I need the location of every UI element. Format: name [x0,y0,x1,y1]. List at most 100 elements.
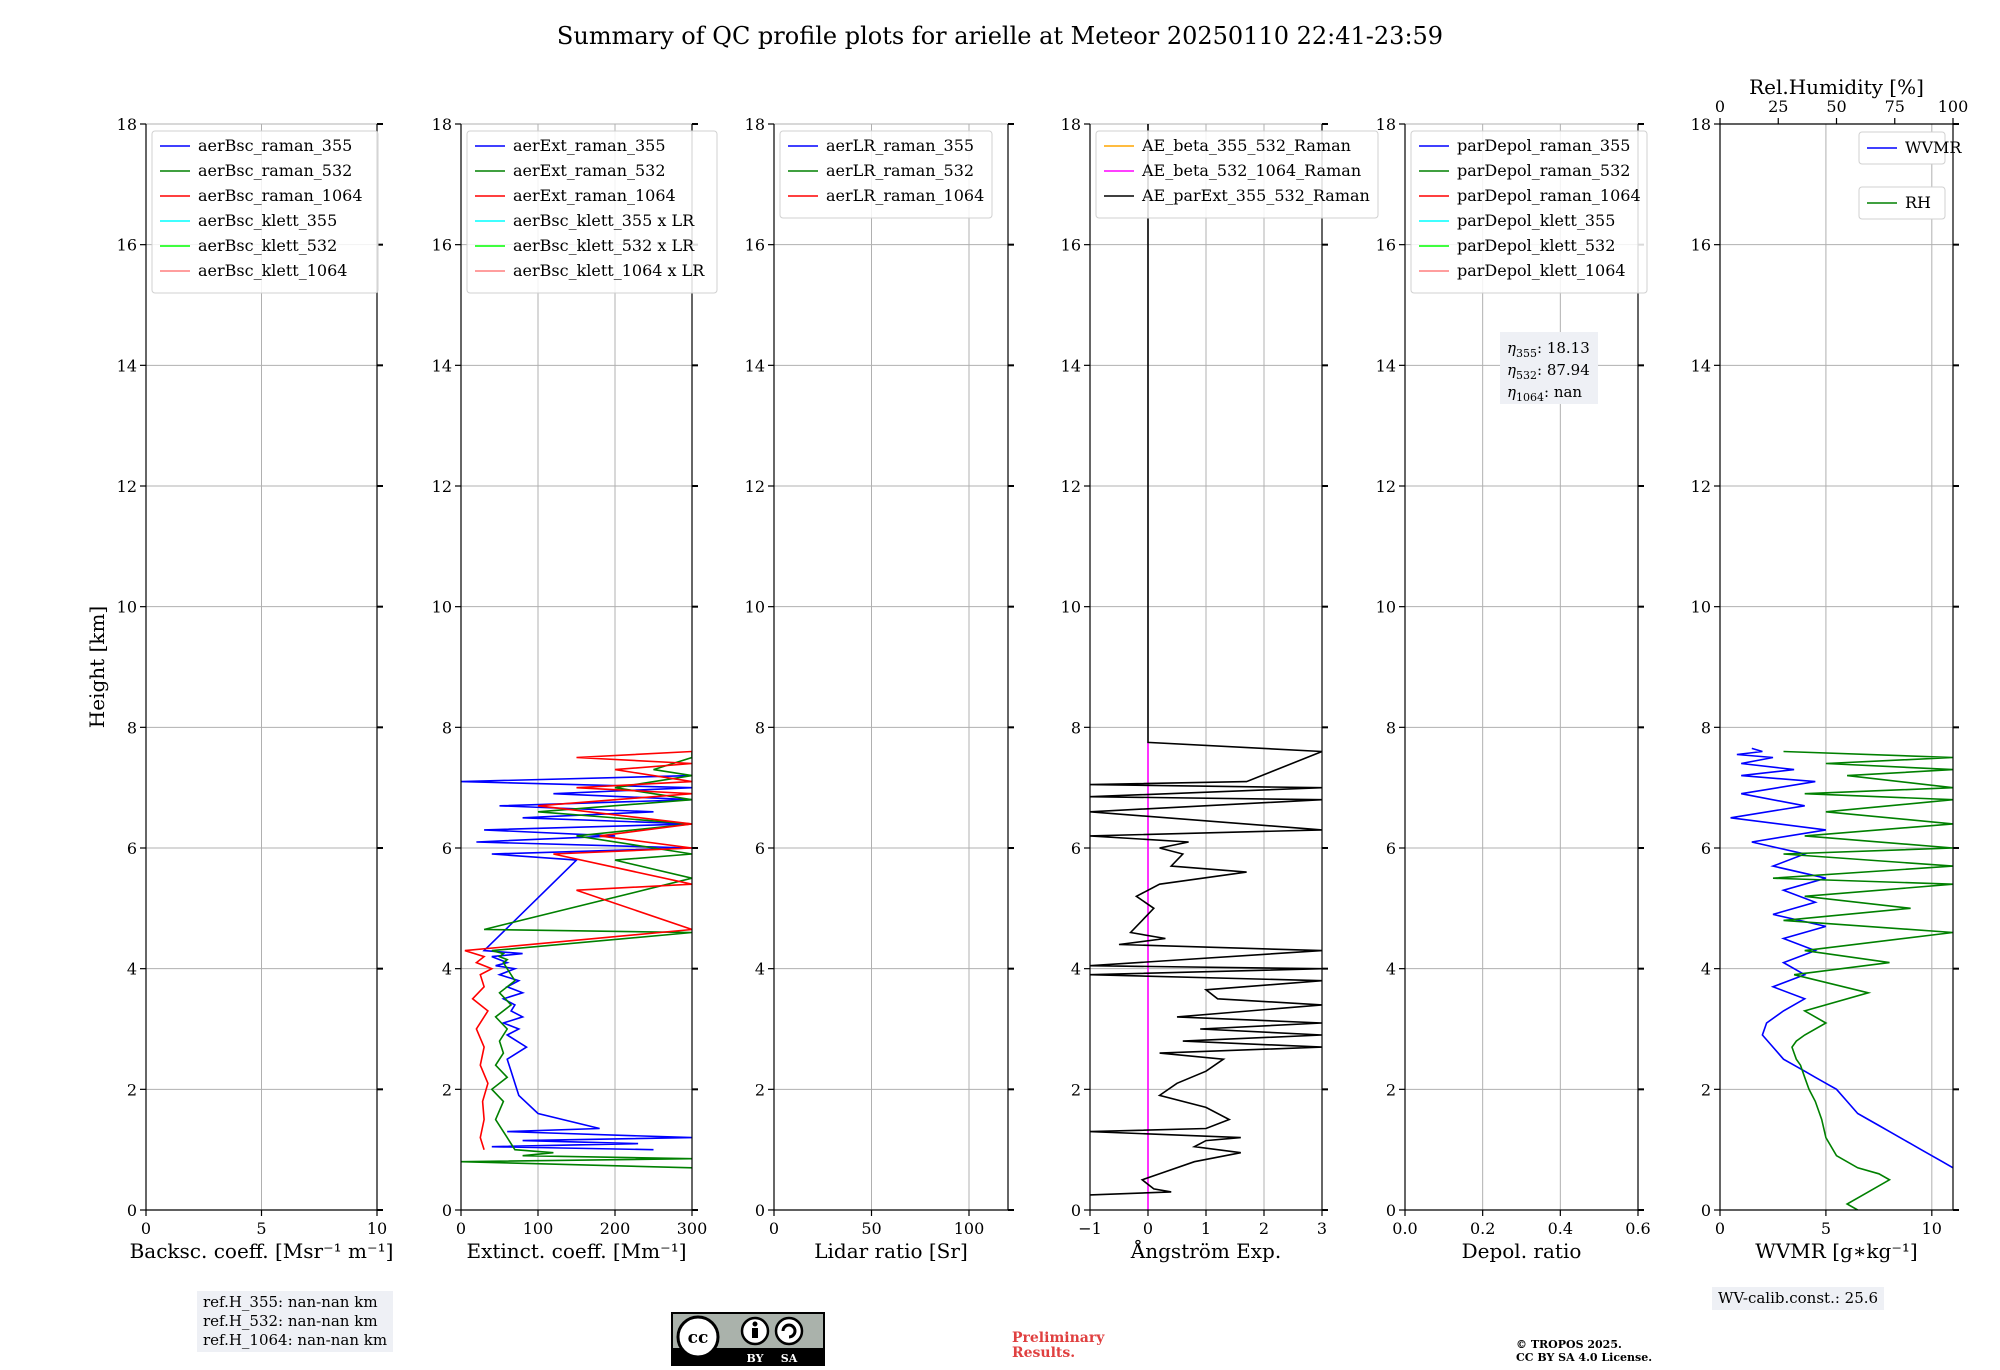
x-tick-label: 0 [456,1219,466,1238]
x2-tick-label: 0 [1715,97,1725,116]
y-tick-label: 8 [1386,718,1396,737]
series-line-aerExt_raman_532 [461,751,692,1169]
y-tick-label: 18 [117,115,137,134]
y-tick-label: 12 [1376,477,1396,496]
cc-icon [676,1315,720,1359]
share-alike-icon [774,1316,804,1346]
legend-entry-WVMR: WVMR [1905,138,1962,157]
y-tick-label: 2 [1386,1080,1396,1099]
x-tick-label: 10 [1922,1219,1942,1238]
x-tick-label: 0.2 [1470,1219,1495,1238]
x-tick-label: 1 [1201,1219,1211,1238]
y-tick-label: 14 [745,356,765,375]
legend-box [151,130,379,294]
x-axis-label: Extinct. coeff. [Mm⁻¹] [466,1239,686,1263]
preliminary-line-1: Preliminary [1012,1330,1105,1346]
y-tick-label: 6 [127,839,137,858]
panel-5: 0 2 4 6 8 10 12 14 16 18 0.0 0.2 0.4 0.6 Depol. ratio p… [1376,115,1651,1263]
x-tick-label: 100 [523,1219,554,1238]
ref-height-note: ref.H_355: nan-nan km ref.H_532: nan-nan… [197,1291,394,1352]
x-tick-label: 0.0 [1392,1219,1417,1238]
y-tick-label: 12 [745,477,765,496]
y-tick-label: 8 [1701,718,1711,737]
y-tick-label: 10 [117,598,137,617]
y-tick-label: 0 [1071,1201,1081,1220]
legend-box [1410,130,1648,294]
cc-by-text: BY [747,1352,764,1365]
tropos-line-1: © TROPOS 2025. [1516,1338,1622,1351]
x-tick-label: 0.6 [1625,1219,1650,1238]
x-tick-label: 0 [141,1219,151,1238]
legend-entry-aerBsc_klett_532 x LR: aerBsc_klett_532 x LR [513,236,695,255]
y-tick-label: 16 [117,236,137,255]
x-tick-label: 300 [677,1219,708,1238]
eta-annotation-box [1500,332,1598,404]
y-tick-label: 12 [1691,477,1711,496]
y-tick-label: 2 [1071,1080,1081,1099]
y-tick-label: 4 [1071,960,1081,979]
y-tick-label: 4 [755,960,765,979]
legend-entry-aerBsc_klett_355: aerBsc_klett_355 [198,211,337,230]
x-tick-label: 2 [1259,1219,1269,1238]
legend-entry-AE_beta_532_1064_Raman: AE_beta_532_1064_Raman [1141,161,1361,180]
series-line-RH [1772,750,1953,1210]
legend-entry-parDepol_raman_532: parDepol_raman_532 [1457,161,1630,180]
legend-entry-parDepol_klett_355: parDepol_klett_355 [1457,211,1615,230]
x-tick-label: −1 [1078,1219,1102,1238]
y-tick-label: 16 [745,236,765,255]
y-tick-label: 18 [745,115,765,134]
eta-annotation-line: η532: 87.94 [1507,361,1590,382]
x-tick-label: 0 [1143,1219,1153,1238]
cc-by-sa-license-badge: cc BY SA [671,1312,825,1366]
y-tick-label: 2 [127,1080,137,1099]
legend-entry-aerLR_raman_355: aerLR_raman_355 [826,136,974,155]
legend-entry-RH: RH [1905,193,1931,212]
y-tick-label: 18 [1376,115,1396,134]
y-tick-label: 2 [442,1080,452,1099]
y-tick-label: 16 [1691,236,1711,255]
cc-sa-text: SA [781,1352,798,1365]
y-tick-label: 12 [117,477,137,496]
x2-tick-label: 75 [1885,97,1905,116]
wv-calib-note: WV-calib.const.: 25.6 [1712,1287,1885,1310]
legend-entry-aerBsc_klett_532: aerBsc_klett_532 [198,236,337,255]
y-tick-label: 14 [432,356,452,375]
y-tick-label: 6 [442,839,452,858]
legend-entry-aerExt_raman_355: aerExt_raman_355 [513,136,666,155]
y-tick-label: 12 [432,477,452,496]
y-tick-label: 8 [127,718,137,737]
y-tick-label: 16 [432,236,452,255]
y-tick-label: 14 [117,356,137,375]
cc-label: cc [688,1328,709,1348]
y-tick-label: 10 [432,598,452,617]
y-axis-label: Height [km] [85,606,109,728]
legend-entry-aerBsc_klett_1064 x LR: aerBsc_klett_1064 x LR [513,261,705,280]
y-tick-label: 10 [1691,598,1711,617]
x-tick-label: 200 [600,1219,631,1238]
y-tick-label: 6 [755,839,765,858]
series-line-aerExt_raman_355 [461,774,692,1151]
y-tick-label: 10 [1376,598,1396,617]
y-tick-label: 10 [1061,598,1081,617]
x-tick-label: 50 [861,1219,881,1238]
y-tick-label: 0 [127,1201,137,1220]
legend-entry-parDepol_klett_1064: parDepol_klett_1064 [1457,261,1626,280]
y-tick-label: 18 [432,115,452,134]
legend-entry-parDepol_raman_1064: parDepol_raman_1064 [1457,186,1641,205]
legend-entry-aerBsc_raman_532: aerBsc_raman_532 [198,161,352,180]
legend-box [1858,186,1946,220]
x-tick-label: 5 [256,1219,266,1238]
y-tick-label: 8 [755,718,765,737]
x-tick-label: 3 [1317,1219,1327,1238]
x2-tick-label: 100 [1938,97,1969,116]
tropos-copyright: © TROPOS 2025. CC BY SA 4.0 License. [1516,1338,1652,1364]
preliminary-line-2: Results. [1012,1345,1076,1361]
y-tick-label: 14 [1376,356,1396,375]
series-line-aerExt_raman_1064 [464,750,692,1150]
legend-entry-aerBsc_klett_1064: aerBsc_klett_1064 [198,261,347,280]
y-tick-label: 6 [1701,839,1711,858]
